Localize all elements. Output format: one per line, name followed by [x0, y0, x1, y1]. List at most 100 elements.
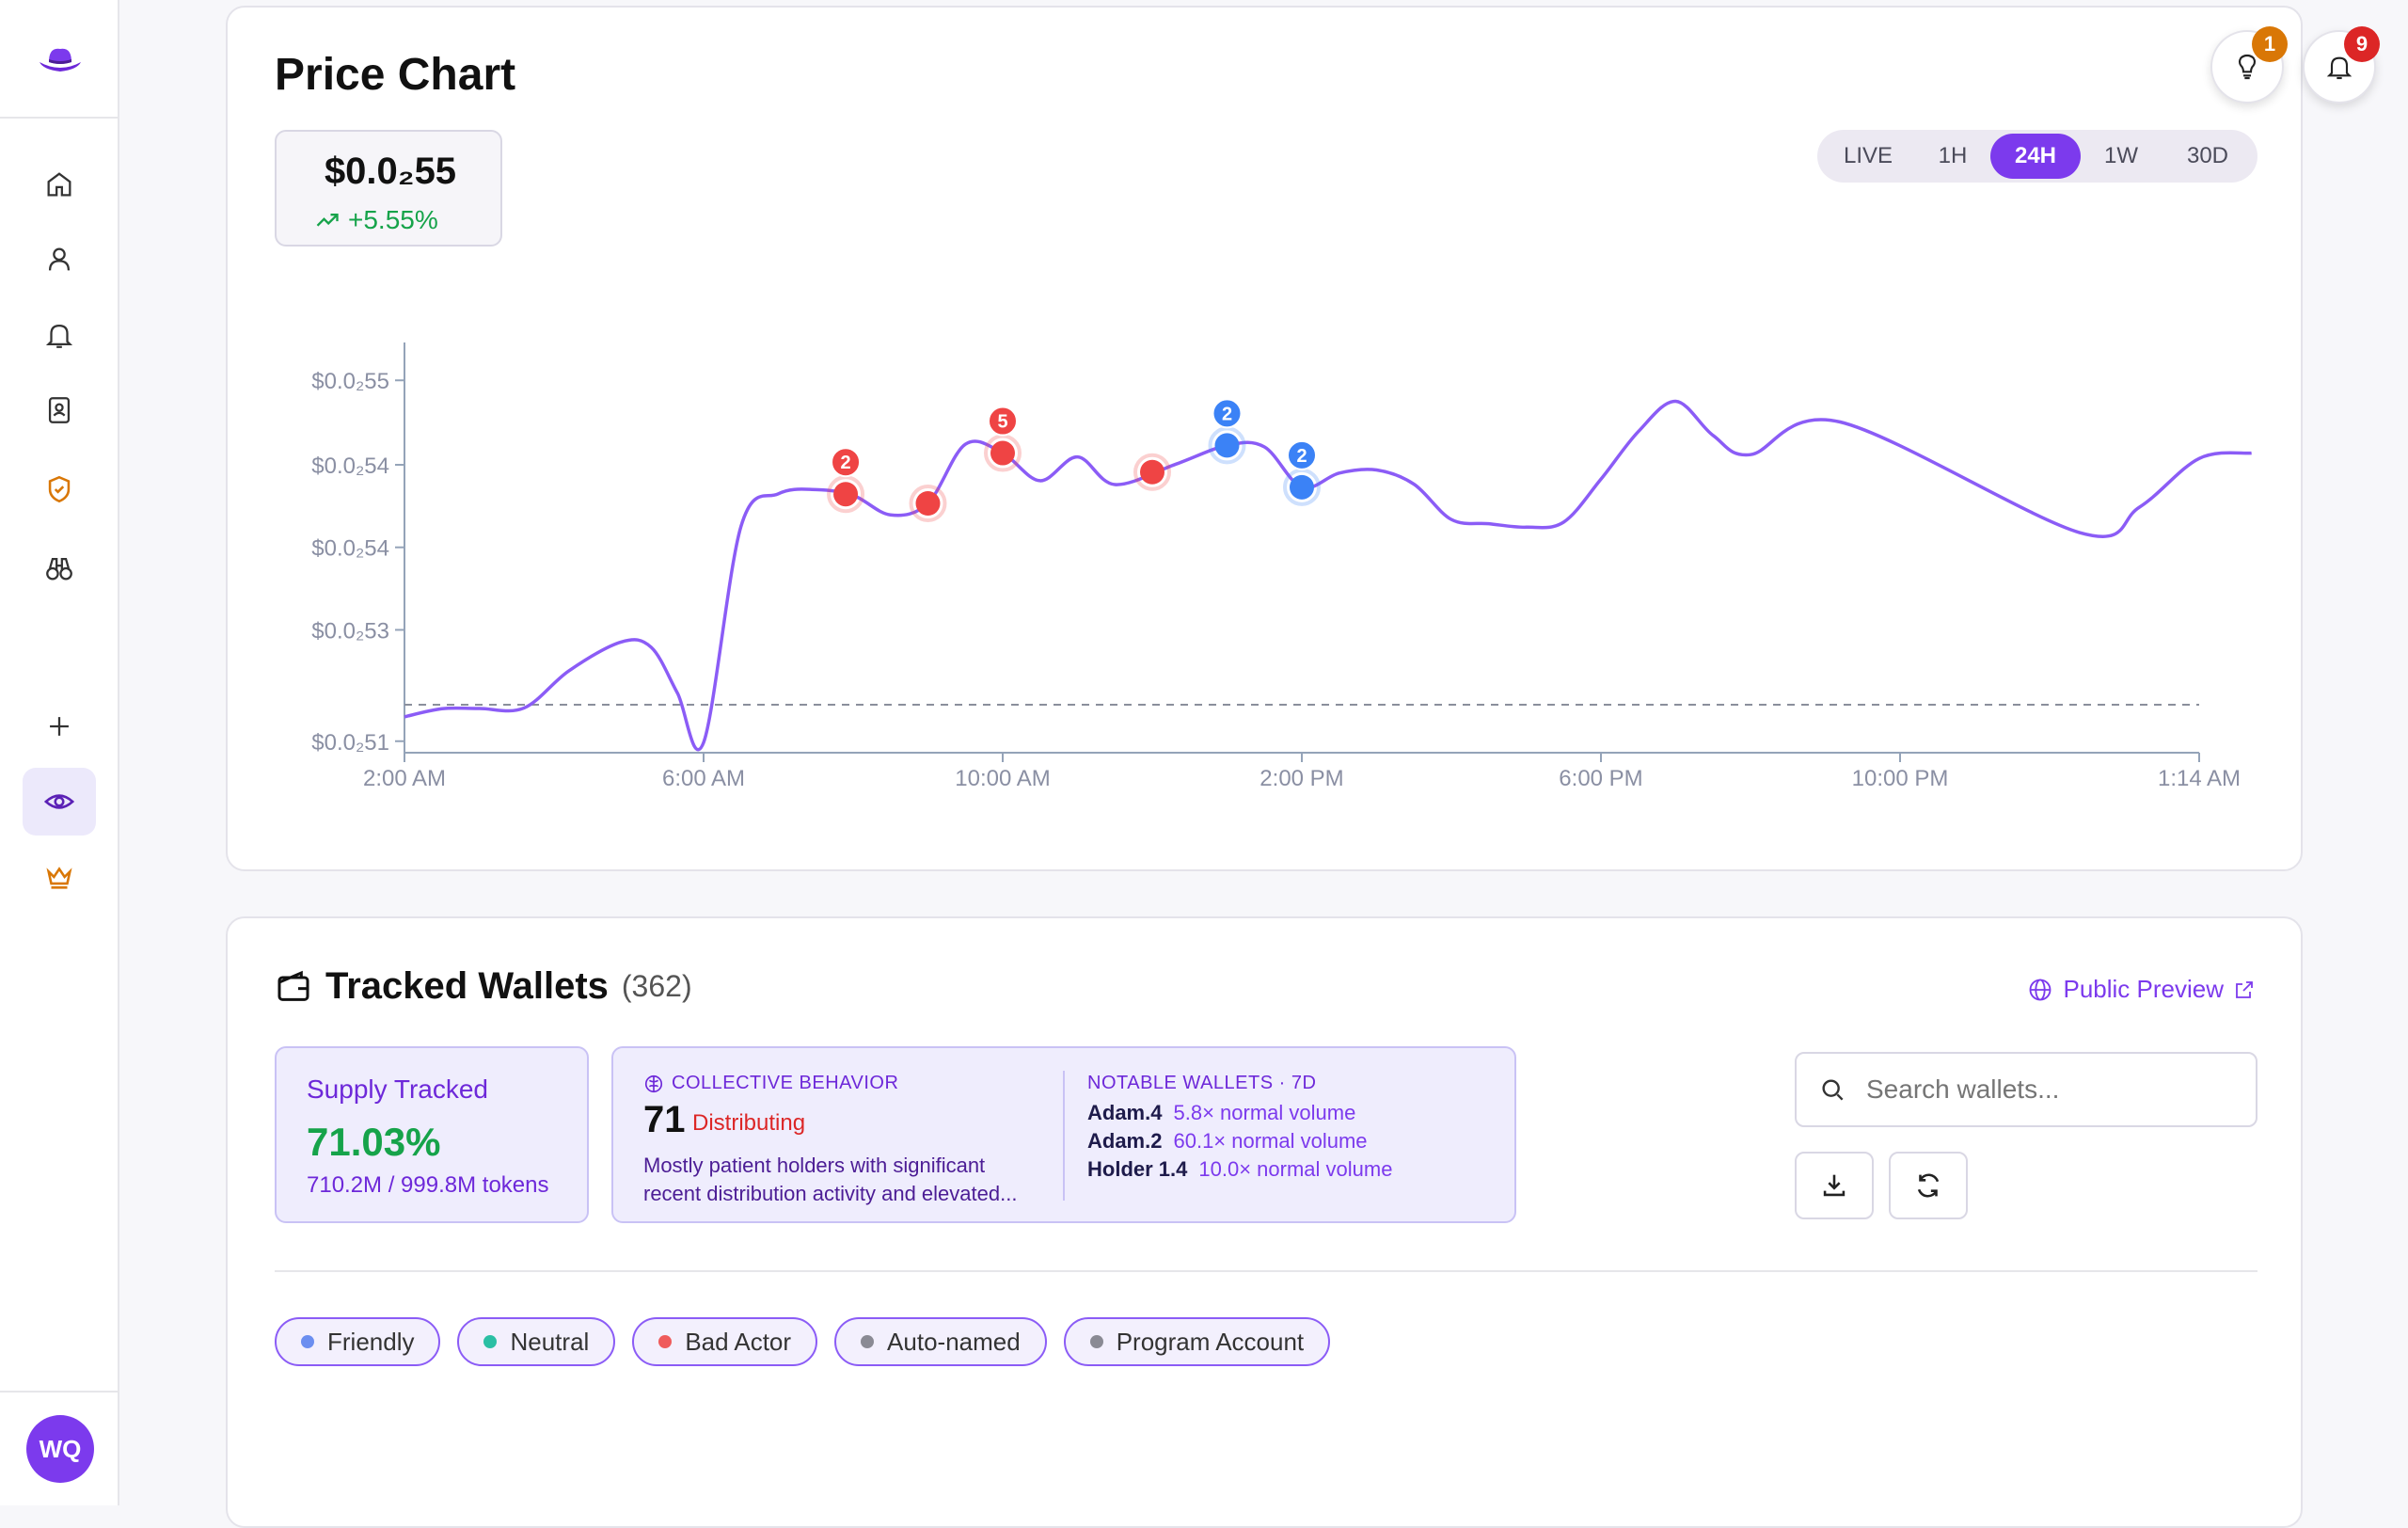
range-live-button[interactable]: LIVE [1843, 143, 1893, 168]
notable-wallet-row[interactable]: Adam.2 60.1× normal volume [1087, 1129, 1368, 1154]
search-wallets-field[interactable] [1795, 1052, 2258, 1127]
event-marker [833, 482, 859, 507]
event-marker [990, 440, 1015, 466]
price-change-value: +5.55% [348, 205, 438, 234]
event-marker [1214, 433, 1240, 458]
section-divider [275, 1270, 2258, 1272]
wallets-title: Tracked Wallets [325, 965, 609, 1007]
external-link-icon [2236, 980, 2253, 998]
event-marker-halo [909, 485, 947, 523]
x-tick-label: 10:00 AM [955, 766, 1050, 791]
chip-label: Program Account [1116, 1327, 1305, 1356]
download-button[interactable] [1795, 1152, 1874, 1219]
chip-label: Neutral [510, 1327, 590, 1356]
filter-neutral-chip[interactable]: Neutral [457, 1317, 616, 1366]
event-count-label: 5 [997, 412, 1007, 433]
range-30d-button[interactable]: 30D [2186, 143, 2229, 168]
avatar[interactable]: WQ [26, 1415, 94, 1483]
logo-separator [0, 117, 119, 119]
event-count-label: 2 [1296, 446, 1307, 467]
trending-up-icon [316, 214, 339, 227]
y-tick-label: $0.0₂54 [311, 536, 389, 562]
y-tick-label: $0.0₂55 [311, 369, 389, 394]
notable-wallets-header: NOTABLE WALLETS · 7D [1087, 1073, 1317, 1093]
notable-wallet-volume: 10.0× normal volume [1198, 1157, 1393, 1181]
collective-behavior-box: COLLECTIVE BEHAVIOR 71 Distributing Most… [611, 1046, 1516, 1223]
sidebar-item-home[interactable] [23, 151, 96, 218]
event-count-label: 2 [1222, 404, 1232, 424]
filter-chips: Friendly Neutral Bad Actor Auto-named Pr… [275, 1317, 1331, 1366]
price-box: $0.0₂55 +5.55% [275, 130, 502, 247]
sidebar-item-security[interactable] [23, 455, 96, 523]
event-marker [1290, 474, 1314, 500]
public-preview-link[interactable]: Public Preview [2027, 975, 2256, 1004]
collective-state: Distributing [692, 1110, 806, 1136]
hat-logo-icon[interactable] [36, 41, 85, 79]
contacts-icon [48, 397, 71, 423]
friendly-dot [301, 1335, 314, 1348]
sidebar-item-premium[interactable] [23, 843, 96, 911]
sidebar-item-watchlist[interactable] [23, 768, 96, 836]
y-tick-label: $0.0₂51 [311, 730, 389, 756]
range-24h-button[interactable]: 24H [1990, 134, 2081, 179]
neutral-dot [483, 1335, 498, 1348]
sidebar: WQ [0, 0, 119, 1505]
download-icon [1823, 1174, 1846, 1197]
notable-wallet-row[interactable]: Holder 1.4 10.0× normal volume [1087, 1157, 1392, 1182]
sidebar-item-contacts[interactable] [23, 376, 96, 444]
search-icon [1822, 1079, 1844, 1101]
shield-icon [48, 475, 71, 503]
event-count-label: 2 [840, 453, 850, 473]
sidebar-bottom-separator [0, 1391, 119, 1393]
crown-icon [46, 867, 72, 889]
refresh-button[interactable] [1889, 1152, 1968, 1219]
event-marker-halo [1133, 453, 1171, 491]
sidebar-item-add[interactable] [23, 692, 96, 760]
supply-percent: 71.03% [307, 1120, 441, 1164]
public-preview-label: Public Preview [2063, 975, 2224, 1003]
sidebar-item-profile[interactable] [23, 226, 96, 294]
auto-named-dot [861, 1335, 875, 1348]
x-tick-label: 6:00 AM [662, 766, 745, 791]
notifications-button[interactable]: 9 [2303, 26, 2380, 103]
event-count-badge [1287, 439, 1317, 470]
filter-bad-actor-chip[interactable]: Bad Actor [632, 1317, 818, 1366]
collective-title: COLLECTIVE BEHAVIOR [672, 1073, 899, 1093]
x-tick-label: 6:00 PM [1559, 766, 1642, 791]
x-tick-label: 2:00 AM [363, 766, 446, 791]
bell-icon [45, 324, 73, 348]
notable-wallet-name: Holder 1.4 [1087, 1157, 1188, 1181]
filter-friendly-chip[interactable]: Friendly [275, 1317, 441, 1366]
globe-icon [2030, 979, 2052, 1000]
wallet-icon [277, 970, 309, 1001]
notable-wallet-volume: 60.1× normal volume [1173, 1129, 1368, 1153]
user-icon [48, 247, 71, 271]
notable-wallet-row[interactable]: Adam.4 5.8× normal volume [1087, 1101, 1355, 1125]
event-marker [1140, 459, 1164, 485]
tracked-wallets-card: Tracked Wallets (362) Public Preview Sup… [226, 916, 2303, 1528]
collective-score: 71 [643, 1099, 686, 1140]
bell-icon [2326, 56, 2353, 80]
eye-icon [43, 794, 75, 809]
notable-wallet-volume: 5.8× normal volume [1173, 1101, 1356, 1124]
x-tick-label: 10:00 PM [1852, 766, 1949, 791]
home-icon [47, 172, 71, 197]
ideas-button[interactable]: 1 [2210, 26, 2288, 103]
time-range-selector: LIVE 1H 24H 1W 30D [1817, 130, 2258, 183]
plus-icon [50, 717, 69, 736]
lightbulb-icon [2238, 54, 2257, 80]
filter-program-account-chip[interactable]: Program Account [1063, 1317, 1331, 1366]
range-1w-button[interactable]: 1W [2104, 143, 2138, 168]
y-tick-label: $0.0₂54 [311, 454, 389, 479]
collective-description: Mostly patient holders with significant … [643, 1154, 1018, 1205]
binoculars-icon [46, 557, 72, 581]
search-input[interactable] [1866, 1074, 2242, 1105]
range-1h-button[interactable]: 1H [1938, 143, 1968, 168]
y-tick-label: $0.0₂53 [311, 618, 389, 644]
event-count-badge [988, 406, 1018, 437]
supply-label: Supply Tracked [307, 1074, 488, 1104]
filter-auto-named-chip[interactable]: Auto-named [834, 1317, 1047, 1366]
sidebar-item-alerts[interactable] [23, 301, 96, 369]
sidebar-item-watch[interactable] [23, 534, 96, 602]
event-marker [915, 491, 941, 517]
